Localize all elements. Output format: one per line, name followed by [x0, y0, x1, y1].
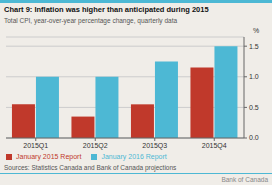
- svg-text:0.5: 0.5: [249, 104, 259, 111]
- html-text:January 2015 Report: January 2015 Report: [16, 153, 82, 160]
- svg-text:2015Q1: 2015Q1: [23, 142, 48, 150]
- svg-text:1.0: 1.0: [249, 73, 259, 80]
- svg-text:2015Q2: 2015Q2: [83, 142, 108, 150]
- html-text:Sources: Statistics Canada and: Sources: Statistics Canada and Bank of C…: [4, 164, 177, 171]
- svg-text:%: %: [253, 27, 259, 34]
- html-text:Total CPI, year-over-year perc: Total CPI, year-over-year percentage cha…: [4, 17, 178, 24]
- svg-text:1.5: 1.5: [249, 43, 259, 50]
- html-text:Bank of Canada: Bank of Canada: [221, 176, 268, 183]
- svg-text:2015Q4: 2015Q4: [202, 142, 227, 150]
- html-text:Chart 9: Inflation was higher: Chart 9: Inflation was higher than antic…: [4, 5, 209, 14]
- svg-text:0.0: 0.0: [249, 134, 259, 141]
- svg-text:2015Q3: 2015Q3: [142, 142, 167, 150]
- html-text:January 2016 Report: January 2016 Report: [101, 153, 167, 160]
